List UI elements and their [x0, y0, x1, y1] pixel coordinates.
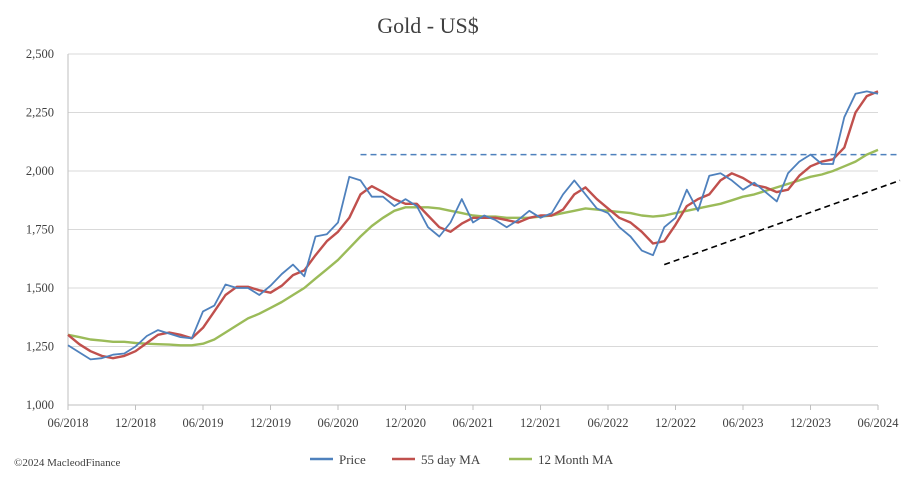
trendline-support	[663, 179, 901, 266]
y-axis-ticks: 1,000 1,250 1,500 1,750 2,000 2,250 2,500	[26, 47, 54, 412]
x-tick-label: 12/2023	[790, 416, 831, 430]
y-tick-label: 1,000	[26, 398, 54, 412]
legend-ma55-label: 55 day MA	[421, 452, 481, 467]
x-tick-label: 06/2024	[858, 416, 900, 430]
y-tick-label: 2,500	[26, 47, 54, 61]
series-55-day-ma-line	[67, 90, 879, 360]
series-12-month-ma-line	[67, 148, 879, 347]
x-tick-label: 06/2023	[723, 416, 764, 430]
legend-ma12-label: 12 Month MA	[538, 452, 614, 467]
y-tick-label: 1,250	[26, 340, 54, 354]
x-tick-label: 06/2021	[453, 416, 494, 430]
gridlines	[67, 53, 878, 406]
x-tick-label: 06/2022	[588, 416, 629, 430]
x-tick-label: 12/2022	[655, 416, 696, 430]
x-tick-label: 12/2021	[520, 416, 561, 430]
x-tick-label: 06/2019	[183, 416, 224, 430]
y-tick-label: 1,750	[26, 223, 54, 237]
y-tick-label: 2,250	[26, 106, 54, 120]
legend: Price 55 day MA 12 Month MA	[310, 452, 614, 467]
y-tick-label: 1,500	[26, 281, 54, 295]
legend-price-label: Price	[339, 452, 366, 467]
x-tick-label: 12/2020	[385, 416, 426, 430]
trendlines	[360, 153, 901, 266]
x-axis-ticks: 06/2018 12/2018 06/2019 12/2019 06/2020 12/20…	[48, 405, 900, 430]
chart-title: Gold - US$	[377, 13, 478, 38]
x-tick-label: 06/2020	[318, 416, 359, 430]
series-price-line	[67, 90, 879, 361]
x-tick-label: 06/2018	[48, 416, 89, 430]
copyright-credit: ©2024 MacleodFinance	[14, 457, 121, 469]
x-tick-label: 12/2019	[250, 416, 291, 430]
x-tick-label: 12/2018	[115, 416, 156, 430]
y-tick-label: 2,000	[26, 164, 54, 178]
series-lines	[67, 90, 879, 361]
